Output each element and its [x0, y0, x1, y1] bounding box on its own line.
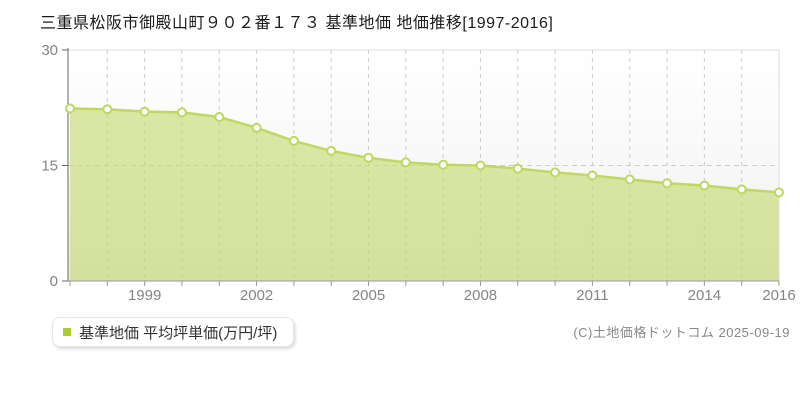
- x-axis-label: 1999: [128, 287, 161, 304]
- data-point-marker: [400, 157, 411, 168]
- y-axis-label: 15: [41, 158, 58, 175]
- y-axis-label: 30: [41, 42, 58, 59]
- price-area-fill: [70, 108, 779, 281]
- data-point-marker: [251, 122, 262, 133]
- legend-label: 基準地価 平均坪単価(万円/坪): [79, 324, 278, 342]
- x-axis-label: 2011: [576, 287, 608, 304]
- y-axis-label: 0: [50, 273, 58, 290]
- data-point-marker: [475, 160, 486, 171]
- data-point-marker: [65, 103, 75, 114]
- x-axis-label: 2014: [688, 287, 721, 304]
- land-price-area-chart: 0 15 30 1999 2002 2005 2008 2011 2014 2016: [41, 42, 795, 304]
- data-point-marker: [550, 167, 561, 178]
- price-trend-line: [68, 107, 781, 194]
- data-point-marker: [512, 163, 523, 174]
- data-point-marker: [288, 135, 299, 146]
- x-axis-label: 2005: [352, 287, 385, 304]
- legend-color-swatch: [63, 328, 71, 336]
- chart-legend: 基準地価 平均坪単価(万円/坪): [52, 317, 295, 347]
- data-point-marker: [214, 112, 225, 122]
- data-point-marker: [774, 187, 784, 198]
- x-axis-label: 2002: [240, 287, 273, 304]
- data-point-marker: [624, 174, 635, 185]
- data-point-marker: [139, 106, 150, 117]
- x-axis-label: 2008: [464, 287, 497, 304]
- data-point-marker: [176, 107, 187, 118]
- data-point-marker: [438, 159, 449, 170]
- data-point-marker: [102, 104, 113, 115]
- chart-title: 三重県松阪市御殿山町９０２番１７３ 基準地価 地価推移[1997-2016]: [40, 15, 554, 32]
- data-point-marker: [587, 170, 598, 181]
- data-point-marker: [736, 184, 747, 195]
- data-point-marker: [699, 180, 710, 191]
- data-point-marker: [662, 178, 673, 189]
- data-point-marker: [363, 152, 374, 163]
- data-point-marker: [326, 145, 337, 156]
- copyright-text: (C)土地価格ドットコム 2025-09-19: [573, 325, 790, 340]
- x-axis-label: 2016: [762, 287, 795, 304]
